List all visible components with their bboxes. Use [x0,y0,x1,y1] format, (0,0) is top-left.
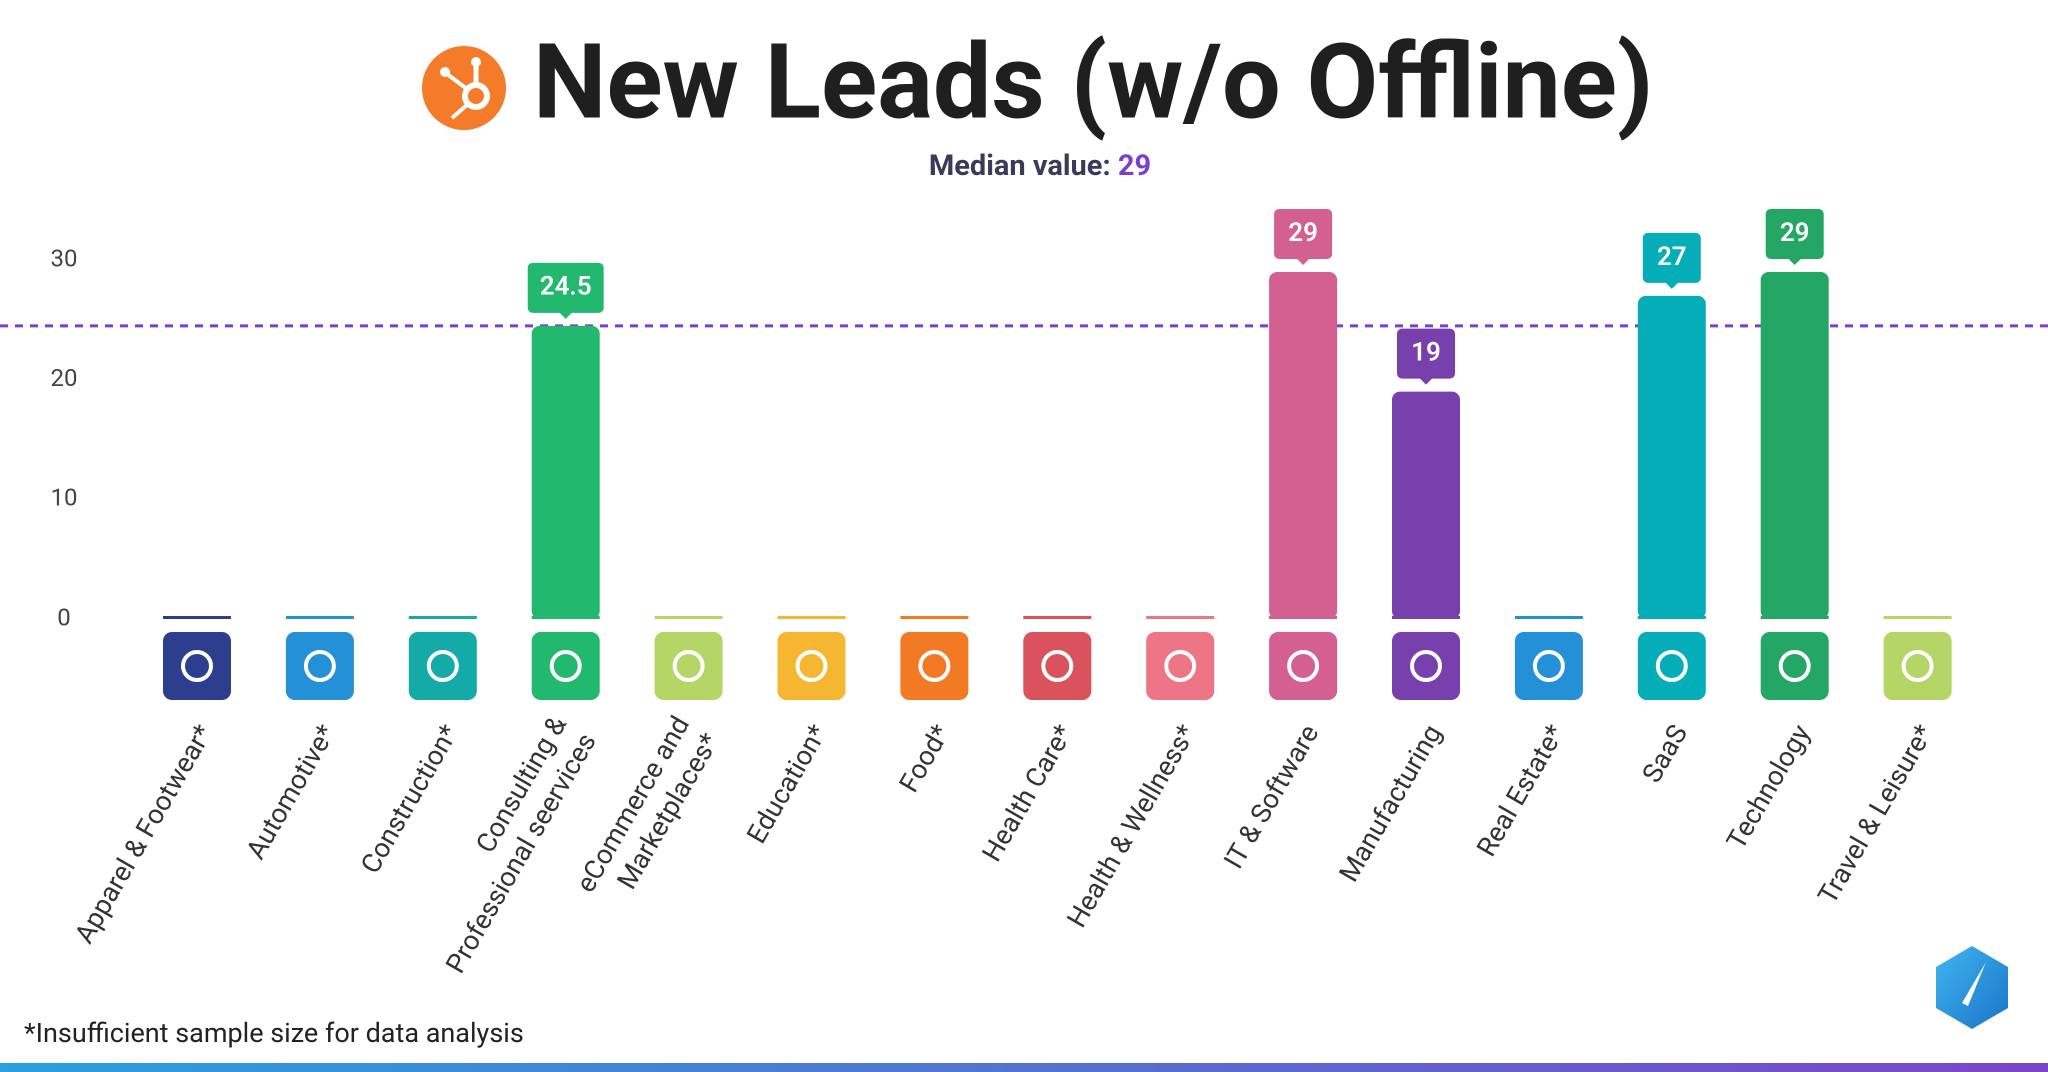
subtitle: Median value: 29 [929,149,1151,183]
category-icon [531,632,600,700]
bar [1392,391,1460,619]
x-tick-label: Food* [893,719,957,798]
baseline-stub [777,616,846,619]
icon-glyph [549,650,582,682]
category-icon [654,632,723,700]
callout-box [1397,328,1455,379]
value-callout [1765,208,1824,265]
category-icon [1883,632,1952,700]
x-tick-label: Education* [740,719,834,849]
bar [531,325,600,619]
bar [1269,271,1338,619]
category-icon [1637,632,1706,700]
icon-glyph [181,650,213,682]
bottom-bar [0,1063,2048,1072]
plot: 0 10 20 30 Apparel & Footwear* Automotive* Con… [0,208,2048,979]
callout-box [527,262,604,313]
icon-glyph [672,650,705,682]
category-icon [1514,632,1583,700]
callout-pointer [1419,377,1433,385]
baseline-stub [1514,616,1583,619]
y-tick-label: 0 [57,603,71,631]
x-tick-label: Travel & Leisure* [1811,719,1940,910]
icon-glyph [1410,650,1442,682]
icon-glyph [1532,650,1565,682]
callout-pointer [1787,257,1802,265]
value-label: 19 [1411,338,1441,368]
baseline-stub [1883,616,1952,619]
callout-box [1765,208,1824,259]
category-icon [1269,632,1338,700]
category-icon [1392,632,1460,700]
value-callout [527,262,604,319]
footnote: *Insufficient sample size for data analy… [24,1017,524,1049]
bar [1760,271,1829,619]
baseline-stub [654,616,723,619]
icon-glyph [795,650,828,682]
x-tick-label: Apparel & Footwear* [68,719,219,949]
baseline-stub [1023,616,1092,619]
value-callout [1274,208,1333,265]
category-icon [1146,632,1215,700]
chart-title: New Leads (w/o Offline) [533,22,1653,143]
callout-pointer [1296,257,1311,265]
icon-glyph [1287,650,1320,682]
x-tick-label: Health Care* [976,719,1080,867]
x-tick-label: Automotive* [240,719,343,865]
category-icon [900,632,969,700]
callout-box [1274,208,1333,259]
baseline-stub [285,616,354,619]
baseline-stub [1146,616,1215,619]
icon-glyph [303,650,336,682]
value-callout [1397,328,1455,385]
y-tick-label: 20 [51,364,78,392]
icon-glyph [1655,650,1688,682]
x-tick-label: Construction* [354,719,465,879]
value-callout [1642,232,1701,289]
value-label: 27 [1657,242,1687,272]
x-tick-label: Technology [1720,719,1817,855]
icon-glyph [1778,650,1811,682]
bar [1637,295,1706,619]
median-value: 29 [1118,149,1151,183]
y-tick-label: 10 [51,484,78,512]
y-tick-label: 30 [51,244,78,272]
brand-logo [1936,946,2008,1029]
value-label: 24.5 [540,272,592,302]
subtitle-text: Median value: [929,149,1111,183]
x-tick-label: IT & Software [1217,719,1325,874]
category-icon [408,632,477,700]
category-icon [1023,632,1092,700]
value-label: 29 [1780,218,1810,248]
x-tick-label: Real Estate* [1470,719,1571,862]
callout-pointer [558,311,573,319]
baseline-stub [163,616,231,619]
hubspot-logo [422,46,506,130]
callout-pointer [1664,281,1679,289]
icon-glyph [1901,650,1934,682]
x-tick-label: SaaS [1636,719,1694,788]
icon-glyph [1164,650,1197,682]
icon-glyph [1041,650,1074,682]
baseline-stub [900,616,969,619]
icon-glyph [426,650,459,682]
category-icon [777,632,846,700]
baseline-stub [408,616,477,619]
x-tick-label: Health & Wellness* [1060,719,1202,933]
callout-box [1642,232,1701,283]
category-icon [163,632,231,700]
icon-glyph [918,650,951,682]
value-label: 29 [1288,218,1318,248]
category-icon [285,632,354,700]
x-tick-label: Manufacturing [1333,719,1449,887]
category-icon [1760,632,1829,700]
